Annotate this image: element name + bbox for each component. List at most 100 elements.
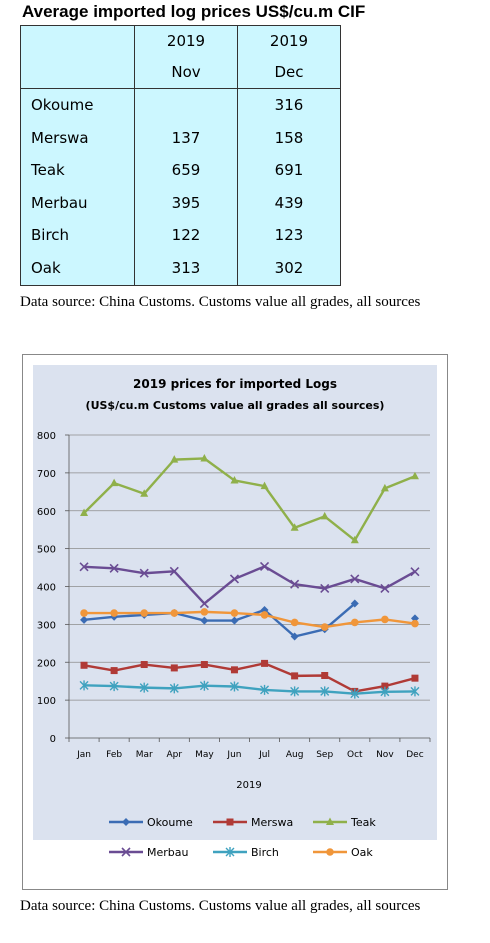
data-point xyxy=(380,686,390,697)
legend-item: Teak xyxy=(313,816,376,829)
data-point xyxy=(350,535,359,544)
x-tick-label: Jun xyxy=(226,750,241,760)
data-point xyxy=(260,611,269,619)
series-teak xyxy=(80,453,419,544)
data-point xyxy=(350,618,359,627)
series-line xyxy=(84,610,416,629)
series-line xyxy=(83,565,416,605)
prices-table: 2019 Nov 2019 Dec Okoume Merswa Teak Mer… xyxy=(20,25,341,286)
data-point xyxy=(381,682,389,690)
data-point xyxy=(230,666,238,674)
header-dec-month: Dec xyxy=(274,63,304,81)
species-name: Okoume xyxy=(31,96,94,114)
data-point xyxy=(110,478,119,487)
data-point xyxy=(80,661,88,669)
nov-value xyxy=(135,89,237,122)
x-tick-label: May xyxy=(195,750,214,760)
data-point xyxy=(80,615,89,624)
data-point xyxy=(260,481,269,490)
chart-subtitle: (US$/cu.m Customs value all grades all s… xyxy=(86,399,385,412)
data-point xyxy=(380,483,389,492)
x-tick-label: Mar xyxy=(136,750,153,760)
x-tick-label: Feb xyxy=(106,750,122,760)
table-body: Okoume Merswa Teak Merbau Birch Oak 137 … xyxy=(20,88,341,286)
data-point xyxy=(321,672,329,680)
legend-label: Oak xyxy=(351,846,373,859)
nov-value: 313 xyxy=(171,258,201,277)
x-tick-label: Apr xyxy=(167,750,183,760)
species-name: Merswa xyxy=(31,128,89,147)
dec-value: 316 xyxy=(274,96,304,114)
series-line xyxy=(84,684,415,695)
data-point xyxy=(110,609,118,617)
data-point xyxy=(229,681,239,692)
data-point xyxy=(320,623,329,631)
data-point xyxy=(170,664,178,672)
data-point xyxy=(170,609,179,617)
data-point xyxy=(320,686,330,697)
series-birch xyxy=(79,680,420,699)
y-tick-label: 500 xyxy=(37,545,56,556)
x-tick-label: Sep xyxy=(316,750,333,760)
dec-value: 439 xyxy=(274,193,304,212)
y-tick-label: 600 xyxy=(37,507,56,518)
data-point xyxy=(80,609,88,617)
data-point xyxy=(290,686,300,697)
data-point xyxy=(411,619,419,628)
data-point xyxy=(109,563,119,573)
data-point xyxy=(109,681,119,692)
data-point xyxy=(350,574,360,584)
series-line xyxy=(83,662,416,693)
data-point xyxy=(139,682,149,693)
source-note-table: Data source: China Customs. Customs valu… xyxy=(20,294,421,310)
x-axis-label: 2019 xyxy=(236,780,261,791)
data-point xyxy=(326,848,334,856)
data-point xyxy=(226,818,234,826)
data-point xyxy=(79,680,89,691)
data-point xyxy=(411,674,419,682)
data-point xyxy=(225,847,235,857)
data-point xyxy=(169,566,179,576)
source-note-chart: Data source: China Customs. Customs valu… xyxy=(20,898,421,914)
data-point xyxy=(320,511,329,520)
y-tick-label: 400 xyxy=(37,583,56,594)
legend-item: Merbau xyxy=(109,846,188,859)
dec-column: 316 158 691 439 123 302 xyxy=(237,88,341,286)
dec-value: 302 xyxy=(274,258,304,277)
data-point xyxy=(79,562,89,572)
x-tick-label: Aug xyxy=(286,750,304,760)
legend-item: Oak xyxy=(313,846,373,859)
table-title: Average imported log prices US$/cu.m CIF xyxy=(22,2,366,21)
nov-value: 395 xyxy=(171,193,201,212)
y-tick-label: 100 xyxy=(37,696,56,707)
legend-label: Birch xyxy=(251,846,279,859)
data-point xyxy=(290,632,299,641)
dec-value: 691 xyxy=(274,161,304,180)
legend-label: Merbau xyxy=(147,846,188,859)
x-tick-label: Nov xyxy=(376,750,394,760)
data-point xyxy=(200,608,209,616)
data-point xyxy=(121,847,131,857)
data-point xyxy=(140,609,149,617)
data-point xyxy=(169,683,179,694)
species-column: Okoume Merswa Teak Merbau Birch Oak xyxy=(20,88,135,286)
y-tick-label: 200 xyxy=(37,658,56,669)
nov-column: 137 659 395 122 313 xyxy=(134,88,238,286)
data-point xyxy=(230,616,239,625)
data-point xyxy=(140,661,148,669)
data-point xyxy=(350,688,360,699)
data-point xyxy=(229,574,240,584)
table-header-row: 2019 Nov 2019 Dec xyxy=(20,25,341,89)
legend-label: Merswa xyxy=(251,816,293,829)
data-point xyxy=(380,583,390,593)
data-point xyxy=(381,615,389,624)
header-blank-cell xyxy=(20,25,135,89)
legend-item: Merswa xyxy=(213,816,293,829)
header-dec-year: 2019 xyxy=(269,32,309,50)
series-oak xyxy=(80,608,419,631)
species-name: Teak xyxy=(31,161,65,180)
species-name: Merbau xyxy=(31,193,88,212)
header-nov: 2019 Nov xyxy=(134,25,238,89)
data-point xyxy=(290,579,300,589)
data-point xyxy=(320,583,330,593)
